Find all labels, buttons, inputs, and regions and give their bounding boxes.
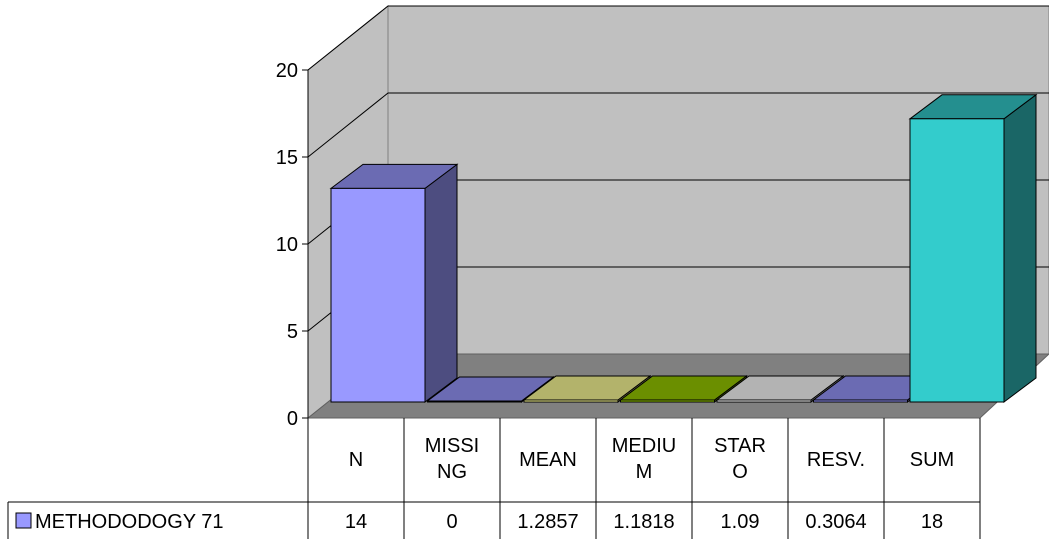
data-label: 14 <box>345 511 367 533</box>
data-label: 1.2857 <box>517 511 578 533</box>
category-label: MISSI <box>425 435 479 457</box>
bar-front <box>716 399 812 403</box>
category-label: NG <box>437 461 467 483</box>
bar-front <box>330 187 426 403</box>
category-label: RESV. <box>807 449 865 471</box>
y-tick-label: 0 <box>287 408 298 430</box>
category-label: N <box>349 449 363 471</box>
data-label: 1.09 <box>721 511 760 533</box>
legend-swatch <box>15 512 32 529</box>
category-label: MEDIU <box>612 435 676 457</box>
gridline <box>307 5 1049 71</box>
y-tick-label: 15 <box>276 147 298 169</box>
bar-n <box>329 163 459 403</box>
bar-medium <box>619 375 748 403</box>
category-label: M <box>636 461 653 483</box>
y-tick-label: 10 <box>276 234 298 256</box>
y-tick-label: 20 <box>276 60 298 82</box>
bar-front <box>813 399 908 403</box>
data-label: 18 <box>921 511 943 533</box>
bar-side <box>1003 93 1037 403</box>
bar-front <box>909 118 1005 403</box>
bar-front <box>523 399 619 403</box>
bar-side <box>424 163 458 403</box>
bar-sum <box>908 93 1038 403</box>
category-label: SUM <box>910 449 954 471</box>
data-label: 0 <box>446 511 457 533</box>
data-label: 0.3064 <box>805 511 866 533</box>
category-label: STAR <box>714 435 766 457</box>
gridline <box>307 92 1049 158</box>
legend-label: METHODODOGY 71 <box>35 511 224 533</box>
bar-front <box>620 399 715 403</box>
data-label: 1.1818 <box>613 511 674 533</box>
bar-staro <box>715 375 845 403</box>
bar-front <box>427 400 522 403</box>
category-label: O <box>732 461 748 483</box>
category-label: MEAN <box>519 449 577 471</box>
y-tick-label: 5 <box>287 321 298 343</box>
